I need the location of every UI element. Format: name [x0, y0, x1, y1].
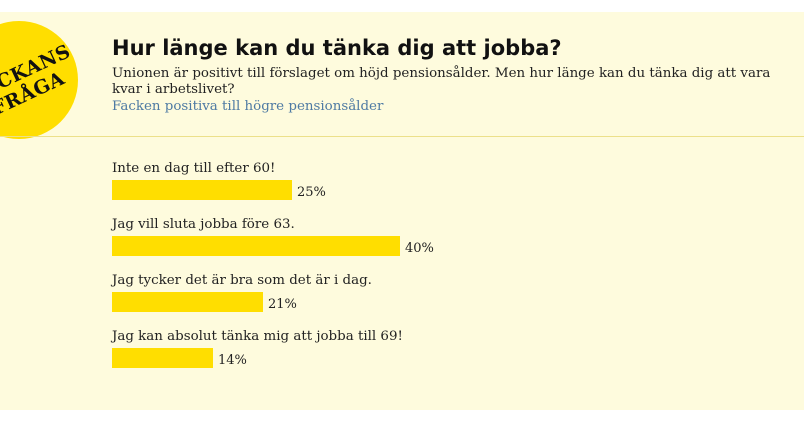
- result-bar: [112, 348, 213, 368]
- poll-title: Hur länge kan du tänka dig att jobba?: [112, 36, 562, 60]
- result-bar: [112, 236, 400, 256]
- related-article-link[interactable]: Facken positiva till högre pensionsålder: [112, 99, 384, 114]
- option-label: Jag kan absolut tänka mig att jobba till…: [112, 329, 403, 344]
- option-result: 40%: [112, 236, 792, 256]
- divider: [0, 136, 804, 137]
- badge: ECKANS FRÅGA: [0, 21, 78, 139]
- result-percent: 14%: [218, 352, 247, 368]
- option-label: Jag vill sluta jobba före 63.: [112, 217, 295, 232]
- poll-option[interactable]: Jag vill sluta jobba före 63. 40%: [112, 216, 792, 272]
- poll-option[interactable]: Inte en dag till efter 60! 25%: [112, 160, 792, 216]
- option-result: 14%: [112, 348, 792, 368]
- option-label: Inte en dag till efter 60!: [112, 161, 276, 176]
- badge-text: ECKANS FRÅGA: [0, 38, 78, 120]
- poll-options: Inte en dag till efter 60! 25% Jag vill …: [112, 160, 792, 384]
- result-percent: 25%: [297, 184, 326, 200]
- result-bar: [112, 180, 292, 200]
- result-percent: 21%: [268, 296, 297, 312]
- option-label: Jag tycker det är bra som det är i dag.: [112, 273, 372, 288]
- option-result: 25%: [112, 180, 792, 200]
- poll-option[interactable]: Jag kan absolut tänka mig att jobba till…: [112, 328, 792, 384]
- poll-intro: Unionen är positivt till förslaget om hö…: [112, 66, 771, 97]
- option-result: 21%: [112, 292, 792, 312]
- result-percent: 40%: [405, 240, 434, 256]
- result-bar: [112, 292, 263, 312]
- poll-option[interactable]: Jag tycker det är bra som det är i dag. …: [112, 272, 792, 328]
- poll-widget: ECKANS FRÅGA Hur länge kan du tänka dig …: [0, 12, 804, 410]
- poll-header: Hur länge kan du tänka dig att jobba? Un…: [112, 34, 792, 116]
